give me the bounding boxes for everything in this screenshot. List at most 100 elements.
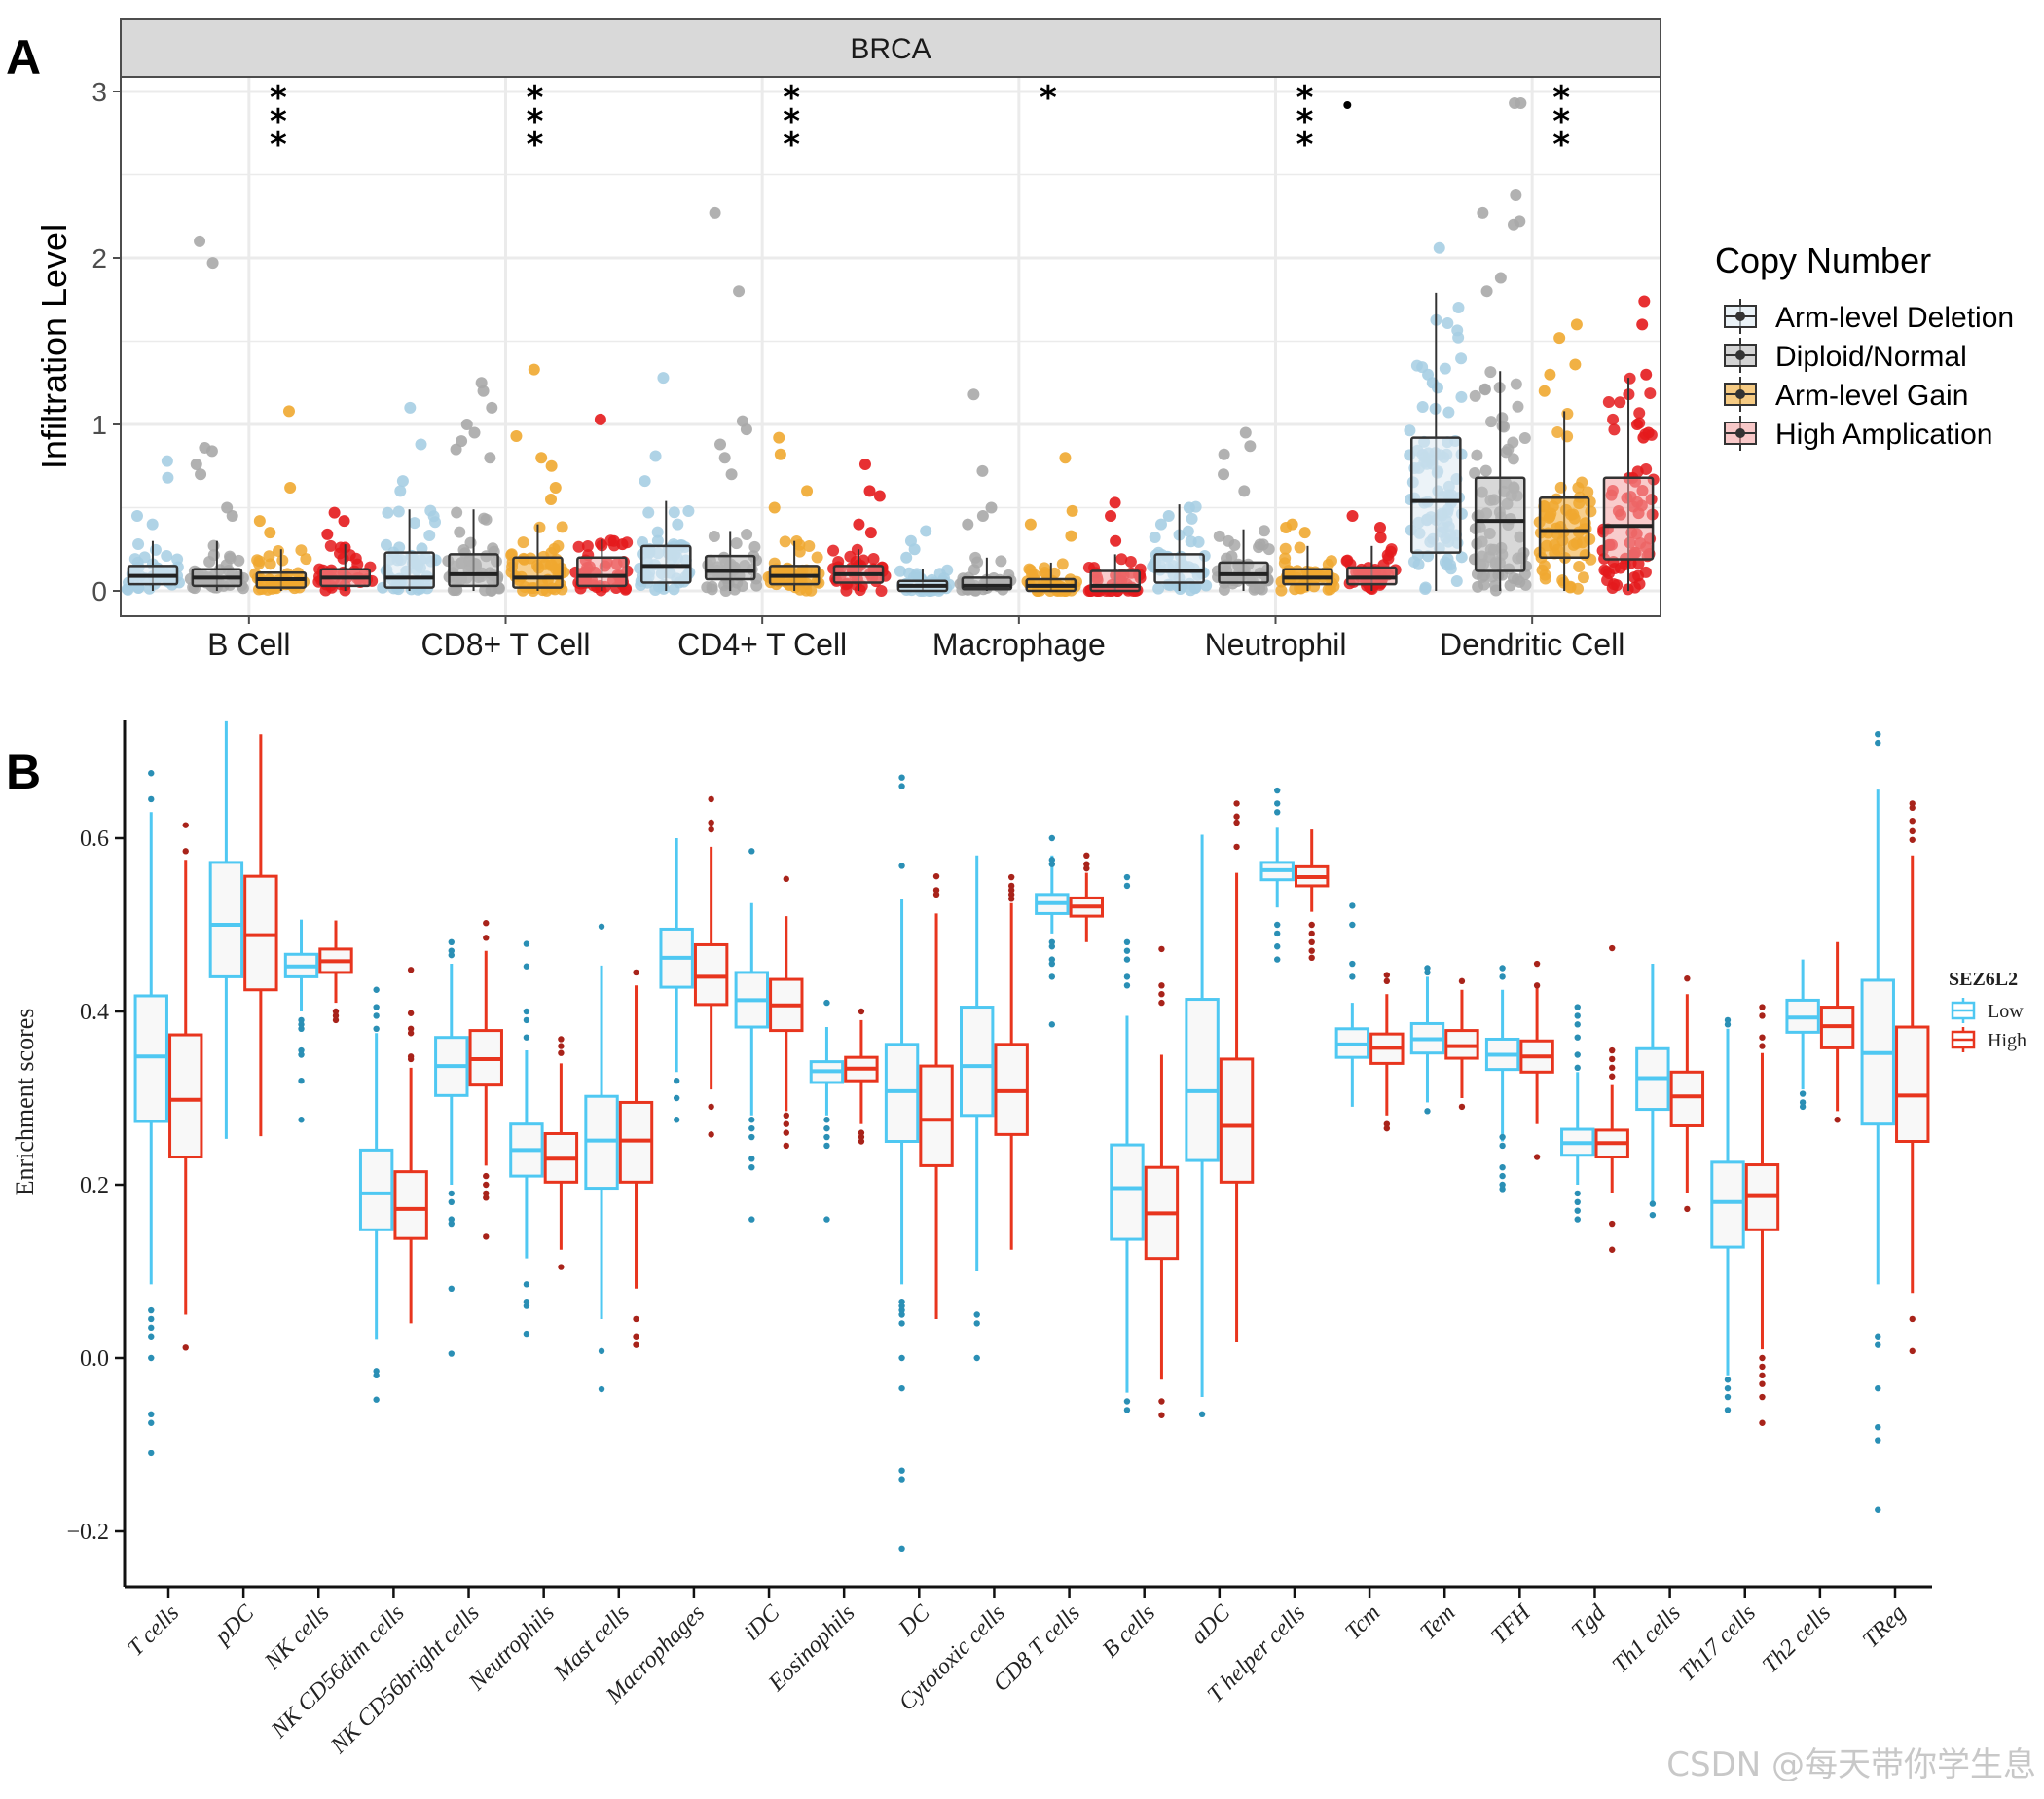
significance-star: *	[1552, 79, 1570, 118]
outlier-point	[1048, 956, 1056, 963]
box	[168, 1033, 203, 1159]
outlier-point	[783, 1142, 789, 1150]
outlier-point	[1909, 836, 1916, 843]
outlier-point	[657, 372, 670, 385]
outlier-point	[1308, 947, 1315, 954]
outlier-point	[1609, 944, 1616, 952]
data-point	[941, 564, 954, 576]
data-point	[651, 534, 664, 547]
outlier-point	[823, 1142, 830, 1150]
data-point	[1628, 581, 1641, 594]
outlier-point	[205, 445, 218, 458]
outlier-point	[1105, 510, 1117, 523]
outlier-point	[1499, 1133, 1506, 1141]
box-arm-level-deletion	[121, 455, 185, 596]
box-high	[1819, 941, 1855, 1123]
data-point	[1512, 400, 1524, 413]
data-point	[741, 529, 753, 541]
outlier-point	[1123, 947, 1131, 954]
outlier-point	[1048, 861, 1056, 867]
outlier-point	[1349, 960, 1356, 968]
data-point	[1416, 400, 1429, 413]
outlier-point	[1875, 1333, 1881, 1340]
outlier-point	[1909, 818, 1916, 825]
legend-key-dot	[1735, 350, 1745, 360]
box-high	[468, 920, 503, 1240]
outlier-point	[1609, 1046, 1616, 1054]
box	[448, 553, 499, 588]
data-point	[1564, 580, 1577, 593]
data-point	[1039, 562, 1051, 574]
outlier-point	[1048, 857, 1056, 863]
outlier-point	[748, 1216, 755, 1223]
data-point	[454, 526, 466, 538]
outlier-point	[898, 1384, 905, 1392]
outlier-point	[1431, 382, 1443, 394]
data-point	[132, 538, 145, 551]
outlier-point	[1308, 938, 1315, 945]
outlier-point	[898, 1545, 905, 1553]
outlier-point	[483, 935, 490, 941]
outlier-point	[298, 1078, 305, 1084]
outlier-point	[1759, 1393, 1766, 1401]
legend-item: High	[1951, 1027, 2026, 1052]
data-point	[1489, 584, 1502, 597]
outlier-point	[976, 464, 989, 477]
data-point	[1439, 362, 1451, 375]
outlier-point	[1183, 501, 1195, 514]
outlier-point	[858, 1008, 865, 1015]
box-high	[1294, 829, 1330, 962]
outlier-point	[148, 795, 155, 803]
box-high-amplication	[1082, 496, 1147, 597]
data-point	[457, 543, 470, 556]
data-point	[1582, 486, 1594, 498]
box-high	[618, 969, 654, 1348]
outlier-point	[373, 1012, 380, 1019]
box	[1710, 1160, 1745, 1249]
x-tick-label: aDC	[1186, 1599, 1236, 1649]
significance-label: ***	[1296, 79, 1314, 165]
data-point	[1258, 525, 1270, 537]
data-point	[1115, 553, 1128, 566]
box-high	[994, 873, 1029, 1250]
outlier-point	[1374, 532, 1387, 544]
outlier-point	[298, 1025, 305, 1033]
outlier-point	[1759, 1043, 1766, 1049]
box-high	[1744, 1004, 1780, 1426]
outlier-point	[535, 452, 548, 464]
data-point	[1602, 395, 1615, 408]
box-low	[1785, 959, 1820, 1111]
outlier-point	[1274, 921, 1281, 929]
outlier-point	[858, 1133, 865, 1141]
box-arm-level-deletion	[894, 525, 956, 597]
outlier-point	[1499, 973, 1506, 980]
box-low	[1110, 873, 1145, 1414]
box	[1409, 436, 1462, 554]
data-point	[672, 518, 684, 531]
outlier-point	[1308, 954, 1315, 962]
legend: SEZ6L2 Low High	[1949, 969, 2026, 1052]
y-tick-label: 3	[91, 77, 107, 107]
outlier-point	[748, 1164, 755, 1171]
outlier-point	[1834, 1117, 1841, 1123]
x-tick-label: B Cell	[207, 627, 290, 662]
outlier-point	[1048, 834, 1056, 842]
outlier-point	[898, 1354, 905, 1362]
outlier-point	[1499, 1142, 1506, 1150]
outlier-point	[448, 1350, 455, 1357]
box-arm-level-deletion	[1147, 500, 1213, 597]
data-point	[1608, 423, 1621, 436]
box-arm-level-gain	[762, 431, 825, 597]
outlier-point	[1759, 1419, 1766, 1426]
outlier-point	[1158, 982, 1165, 989]
data-point	[851, 543, 863, 556]
outlier-point	[673, 1078, 680, 1084]
y-tick-label: −0.2	[66, 1520, 109, 1545]
outlier-point	[898, 1311, 905, 1318]
data-point	[220, 559, 233, 571]
data-point	[1633, 407, 1646, 420]
data-point	[1124, 555, 1137, 568]
x-tick-label: DC	[894, 1599, 935, 1641]
outlier-point	[130, 510, 143, 523]
x-tick-label: CD4+ T Cell	[677, 627, 847, 662]
